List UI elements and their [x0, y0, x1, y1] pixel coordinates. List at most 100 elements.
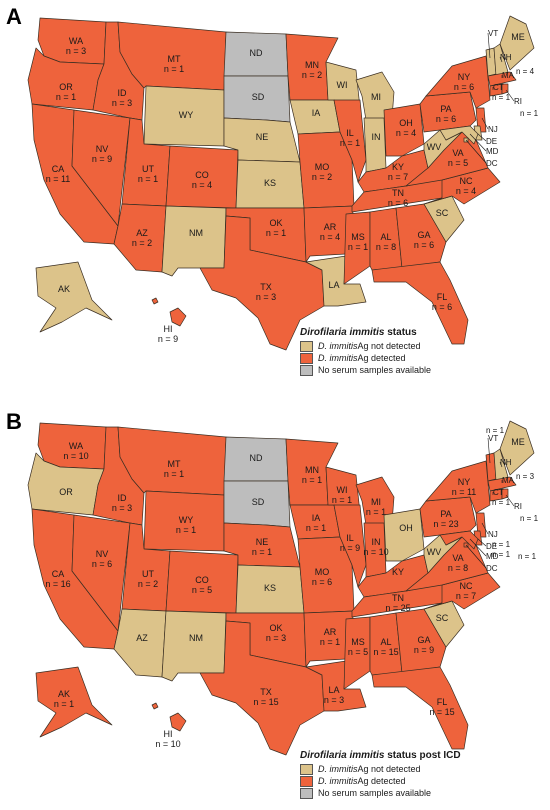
state-code-nc: NC	[460, 581, 473, 591]
state-code-ak: AK	[58, 284, 70, 294]
state-count-mi: n = 1	[366, 507, 386, 517]
state-count-co: n = 5	[192, 585, 212, 595]
state-code-me: ME	[511, 437, 525, 447]
legend-item-no-samples: No serum samples available	[300, 787, 530, 799]
state-count-va: n = 8	[448, 563, 468, 573]
state-code-ri: RI	[514, 502, 522, 511]
state-count-ct: n = 1	[492, 93, 511, 102]
state-code-or: OR	[59, 487, 73, 497]
state-az	[113, 608, 167, 678]
state-count-de: n = 1	[492, 550, 511, 559]
state-count-oh: n = 4	[396, 128, 416, 138]
state-oh	[383, 508, 425, 562]
state-tx	[199, 215, 325, 351]
state-code-ct: CT	[493, 488, 504, 497]
state-count-ne: n = 1	[252, 547, 272, 557]
state-code-ak: AK	[58, 689, 70, 699]
state-code-ut: UT	[142, 569, 154, 579]
legend-title: Dirofilaria immitis status post ICD	[300, 750, 461, 761]
state-code-ma: MA	[502, 476, 515, 485]
state-ak	[35, 666, 113, 738]
state-count-nc: n = 4	[456, 186, 476, 196]
state-code-tn: TN	[392, 188, 404, 198]
state-me	[499, 420, 535, 476]
state-count-ar: n = 4	[320, 232, 340, 242]
state-code-nv: NV	[96, 144, 109, 154]
state-code-ks: KS	[264, 583, 276, 593]
state-code-mt: MT	[168, 459, 181, 469]
state-count-tn: n = 25	[385, 603, 410, 613]
state-code-nc: NC	[460, 176, 473, 186]
state-code-id: ID	[118, 88, 128, 98]
state-count-vt: n = 1	[486, 426, 505, 435]
panel-letter: A	[6, 4, 22, 29]
state-count-mn: n = 1	[302, 475, 322, 485]
state-code-mi: MI	[371, 497, 381, 507]
state-code-ok: OK	[269, 218, 282, 228]
leader-line	[477, 538, 487, 547]
state-count-ri: n = 1	[520, 109, 539, 118]
state-nm	[161, 610, 227, 682]
state-code-va: VA	[452, 148, 463, 158]
state-code-nm: NM	[189, 228, 203, 238]
state-code-la: LA	[328, 685, 339, 695]
leader-line	[465, 139, 487, 164]
state-code-tn: TN	[392, 593, 404, 603]
state-code-nd: ND	[250, 453, 263, 463]
state-hi	[151, 702, 187, 732]
state-count-mt: n = 1	[164, 64, 184, 74]
legend-item-detected: D. immitis Ag detected	[300, 352, 530, 364]
state-code-wi: WI	[337, 80, 348, 90]
state-ak	[35, 261, 113, 333]
leader-line	[469, 538, 487, 557]
state-code-dc: DC	[486, 564, 498, 573]
map-panel-b: B WA n = 10 OR CA n = 16 NV n = 6 ID n = 3 MT n = …	[0, 405, 550, 810]
state-count-hi: n = 9	[158, 334, 178, 344]
state-code-or: OR	[59, 82, 73, 92]
legend: Dirofilaria immitis status post ICD D. i…	[300, 750, 530, 799]
state-count-id: n = 3	[112, 503, 132, 513]
state-code-ga: GA	[417, 230, 430, 240]
leader-line	[481, 117, 489, 130]
legend-item-detected: D. immitis Ag detected	[300, 775, 530, 787]
state-ri	[501, 83, 509, 95]
state-count-tx: n = 3	[256, 292, 276, 302]
state-count-az: n = 2	[132, 238, 152, 248]
state-code-ma: MA	[502, 71, 515, 80]
state-ri	[501, 488, 509, 500]
state-count-al: n = 15	[373, 647, 398, 657]
state-code-wi: WI	[337, 485, 348, 495]
state-code-dc: DC	[486, 159, 498, 168]
state-count-ga: n = 6	[414, 240, 434, 250]
state-code-ga: GA	[417, 635, 430, 645]
state-ny	[425, 55, 491, 109]
state-code-ne: NE	[256, 537, 269, 547]
state-code-tx: TX	[260, 282, 272, 292]
state-code-md: MD	[486, 552, 499, 561]
state-md	[439, 125, 479, 145]
state-code-ct: CT	[493, 83, 504, 92]
state-count-wy: n = 1	[176, 525, 196, 535]
state-count-mo: n = 2	[312, 172, 332, 182]
state-code-tx: TX	[260, 687, 272, 697]
state-count-fl: n = 15	[429, 707, 454, 717]
state-count-ny: n = 6	[454, 82, 474, 92]
leader-line	[465, 544, 487, 569]
panel-letter: B	[6, 409, 22, 434]
legend-item-not-detected: D. immitis Ag not detected	[300, 763, 530, 775]
state-code-az: AZ	[136, 633, 148, 643]
state-code-ca: CA	[52, 569, 65, 579]
state-code-wv: WV	[427, 142, 442, 152]
state-code-ri: RI	[514, 97, 522, 106]
state-code-ny: NY	[458, 72, 471, 82]
state-code-la: LA	[328, 280, 339, 290]
state-count-pa: n = 23	[433, 519, 458, 529]
state-code-nd: ND	[250, 48, 263, 58]
leader-line	[481, 522, 489, 535]
state-code-wv: WV	[427, 547, 442, 557]
state-count-nv: n = 6	[92, 559, 112, 569]
state-code-wa: WA	[69, 36, 83, 46]
state-count-ak: n = 1	[54, 699, 74, 709]
state-md	[439, 530, 479, 550]
